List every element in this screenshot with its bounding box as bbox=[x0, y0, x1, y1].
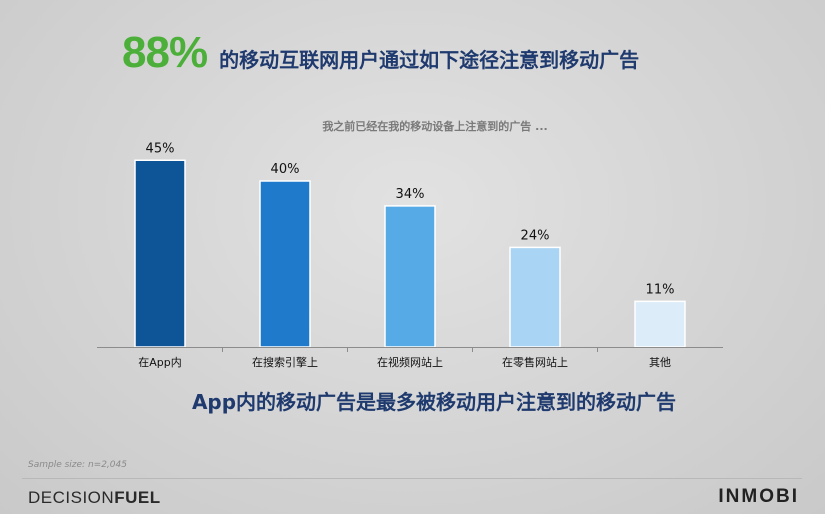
headline-text: 的移动互联网用户通过如下途径注意到移动广告 bbox=[219, 48, 640, 72]
summary-statement: App内的移动广告是最多被移动用户注意到的移动广告 bbox=[191, 390, 677, 414]
footer-divider bbox=[22, 478, 802, 479]
category-label-2: 在搜索引擎上 bbox=[252, 355, 318, 369]
chart-title: 我之前已经在我的移动设备上注意到的广告 ... bbox=[322, 120, 548, 133]
bar-5 bbox=[634, 300, 686, 348]
sample-size-note: Sample size: n=2,045 bbox=[28, 460, 127, 470]
category-label-1: 在App内 bbox=[138, 355, 182, 369]
bar-4 bbox=[509, 246, 561, 348]
bar-3 bbox=[384, 205, 436, 348]
bar-1 bbox=[134, 159, 186, 348]
bar-value-label-3: 34% bbox=[396, 187, 425, 202]
decisionfuel-logo-part2: FUEL bbox=[114, 488, 161, 507]
headline: 88% 的移动互联网用户通过如下途径注意到移动广告 bbox=[122, 28, 639, 78]
inmobi-logo: INMOBI bbox=[718, 486, 799, 507]
bar-value-label-5: 11% bbox=[646, 282, 675, 297]
decisionfuel-logo: DECISIONFUEL bbox=[28, 488, 161, 508]
bar-value-label-4: 24% bbox=[521, 228, 550, 243]
bar-2 bbox=[259, 180, 311, 348]
category-label-5: 其他 bbox=[649, 356, 671, 369]
bar-value-label-2: 40% bbox=[271, 162, 300, 177]
bar-value-label-1: 45% bbox=[146, 141, 175, 156]
headline-percentage: 88% bbox=[122, 28, 208, 77]
category-label-3: 在视频网站上 bbox=[377, 355, 443, 369]
category-label-4: 在零售网站上 bbox=[502, 355, 568, 369]
decisionfuel-logo-part1: DECISION bbox=[28, 488, 115, 507]
